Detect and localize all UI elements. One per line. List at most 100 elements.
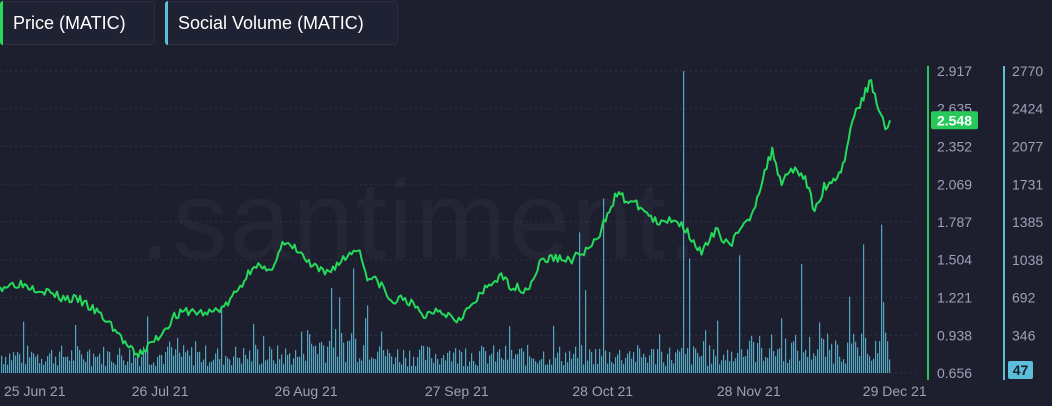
social-volume-bar (39, 363, 41, 373)
social-volume-bar (401, 364, 403, 373)
social-volume-bar (427, 346, 429, 373)
social-volume-bar (663, 362, 665, 373)
social-volume-bar (871, 360, 873, 373)
social-volume-bar (627, 353, 629, 373)
social-volume-bar (285, 348, 287, 373)
social-volume-bar (319, 342, 321, 373)
social-volume-bar (71, 350, 73, 373)
social-volume-bar (499, 349, 501, 373)
social-volume-bar (19, 354, 21, 373)
price-tick-label: 1.221 (937, 290, 972, 306)
social-volume-bar (341, 332, 343, 373)
social-volume-bar (119, 348, 121, 373)
social-volume-bar (139, 366, 141, 373)
social-volume-bar (473, 360, 475, 373)
social-volume-bar (369, 359, 371, 373)
social-volume-bar (761, 347, 763, 373)
social-volume-bar (215, 353, 217, 373)
social-volume-bar (411, 365, 413, 373)
social-volume-bar (725, 360, 727, 373)
social-volume-bar (579, 232, 581, 373)
social-volume-bar (329, 340, 331, 373)
social-volume-bar (889, 359, 891, 373)
social-volume-bar (697, 352, 699, 373)
price-axis-ticks: 0.6560.9381.2211.5041.7872.0692.3522.635… (937, 63, 972, 381)
social-volume-bar (613, 363, 615, 373)
social-volume-bar (403, 349, 405, 373)
date-axis-ticks: 25 Jun 21 26 Jul 21 26 Aug 21 27 Sep 21 28 O… (4, 383, 927, 399)
social-volume-bar (599, 348, 601, 373)
social-volume-bar (625, 357, 627, 373)
social-volume-bar (99, 353, 101, 373)
legend-chip-price[interactable]: Price (MATIC) (0, 1, 155, 45)
social-volume-bar (395, 357, 397, 373)
legend-chip-social-volume[interactable]: Social Volume (MATIC) (165, 1, 398, 45)
social-volume-bar (833, 363, 835, 373)
social-volume-bar (517, 354, 519, 373)
social-volume-bar (283, 363, 285, 373)
social-volume-bar (551, 364, 553, 373)
social-volume-bar (63, 356, 65, 373)
social-volume-bar (409, 350, 411, 373)
social-volume-bar (787, 362, 789, 373)
social-volume-bar (739, 255, 741, 373)
social-volume-bar (249, 350, 251, 373)
social-volume-bar (695, 348, 697, 373)
social-volume-bar (43, 364, 45, 373)
social-volume-bar (639, 348, 641, 373)
social-volume-bar (821, 337, 823, 373)
social-volume-bar (233, 356, 235, 373)
social-volume-bar (811, 359, 813, 373)
social-volume-bar (461, 352, 463, 373)
social-volume-bar (367, 305, 369, 373)
social-volume-bar (863, 244, 865, 373)
social-volume-bar (543, 351, 545, 373)
social-volume-bar (873, 358, 875, 373)
social-volume-bar (629, 351, 631, 373)
social-volume-bar (489, 355, 491, 373)
social-volume-bar (195, 341, 197, 373)
social-volume-bar (743, 356, 745, 373)
social-volume-bar (21, 362, 23, 373)
social-volume-bar (293, 358, 295, 373)
social-tick-label: 1385 (1012, 214, 1043, 230)
social-volume-bar (53, 363, 55, 373)
social-volume-bar (225, 355, 227, 373)
social-volume-bar (181, 356, 183, 373)
social-volume-bar (161, 354, 163, 373)
social-volume-bar (353, 268, 355, 373)
social-volume-bar (745, 356, 747, 373)
social-volume-bar (537, 363, 539, 373)
social-current-value: 47 (1013, 362, 1029, 378)
social-volume-bar (387, 349, 389, 373)
social-volume-bar (7, 364, 9, 373)
social-volume-bar (261, 363, 263, 373)
social-volume-bar (733, 361, 735, 373)
social-volume-bar (681, 347, 683, 373)
social-volume-bar (769, 348, 771, 373)
social-volume-bar (137, 356, 139, 373)
social-volume-bar (573, 353, 575, 373)
social-volume-bar (287, 354, 289, 373)
social-volume-bar (447, 352, 449, 373)
social-volume-bar (671, 360, 673, 373)
social-volume-bar (379, 346, 381, 373)
social-volume-bar (597, 363, 599, 373)
social-volume-bar (771, 334, 773, 373)
social-volume-bar (185, 352, 187, 373)
social-volume-bar (331, 287, 333, 373)
social-volume-bar (265, 360, 267, 373)
social-volume-bar (121, 355, 123, 373)
social-volume-bar (211, 361, 213, 373)
social-volume-bar (677, 349, 679, 373)
social-volume-bar (501, 357, 503, 373)
social-volume-bar (197, 352, 199, 373)
social-volume-bar (191, 347, 193, 373)
social-volume-bar (107, 351, 109, 373)
legend-social-label: Social Volume (MATIC) (178, 12, 364, 33)
social-volume-bar (23, 321, 25, 373)
social-volume-bar (555, 357, 557, 373)
social-volume-bar (177, 337, 179, 373)
social-volume-bar (793, 341, 795, 373)
